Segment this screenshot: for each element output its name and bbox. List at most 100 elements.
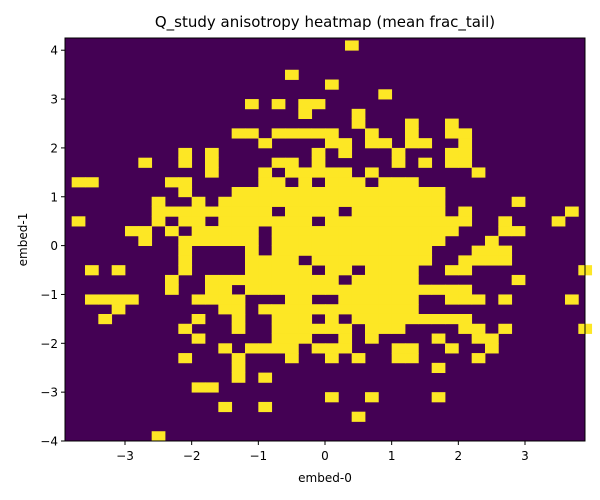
heatmap-cell: [325, 79, 339, 90]
heatmap-cell: [365, 206, 379, 217]
heatmap-cell: [205, 226, 219, 237]
heatmap-cell: [325, 216, 339, 227]
heatmap-cell: [285, 323, 299, 334]
heatmap-cell: [311, 128, 326, 139]
heatmap-cell: [391, 274, 406, 286]
heatmap-cell: [365, 294, 379, 305]
heatmap-cell: [298, 128, 313, 139]
heatmap-cell: [391, 313, 406, 325]
heatmap-cell: [311, 274, 326, 286]
heatmap-cell: [285, 226, 299, 237]
heatmap-cell: [445, 157, 459, 168]
heatmap-cell: [325, 235, 339, 247]
heatmap-cell: [378, 216, 393, 227]
heatmap-cell: [311, 343, 326, 354]
heatmap-cell: [365, 265, 379, 276]
heatmap-cell: [391, 343, 406, 354]
heatmap-cell: [311, 147, 326, 159]
heatmap-cell: [245, 186, 259, 198]
heatmap-cell: [298, 294, 313, 305]
heatmap-cell: [178, 235, 193, 247]
heatmap-cell: [205, 284, 219, 295]
heatmap-cell: [205, 235, 219, 247]
heatmap-cell: [178, 265, 193, 276]
heatmap-cell: [431, 186, 446, 198]
heatmap-cell: [138, 235, 153, 247]
heatmap-cell: [325, 265, 339, 276]
heatmap-cell: [151, 206, 166, 217]
heatmap-cell: [338, 284, 353, 295]
heatmap-cell: [231, 274, 246, 286]
heatmap-cell: [378, 138, 393, 149]
heatmap-cell: [458, 284, 473, 295]
heatmap-cell: [231, 196, 246, 207]
heatmap-cell: [205, 294, 219, 305]
heatmap-cell: [378, 274, 393, 286]
heatmap-cell: [218, 196, 233, 207]
heatmap-cell: [325, 274, 339, 286]
heatmap-cell: [485, 245, 499, 256]
heatmap-cell: [458, 294, 473, 305]
heatmap-cell: [365, 255, 379, 266]
heatmap-cell: [298, 274, 313, 286]
heatmap-cell: [418, 157, 433, 168]
heatmap-cell: [218, 216, 233, 227]
heatmap-cell: [365, 235, 379, 247]
heatmap-cell: [511, 226, 526, 237]
heatmap-cell: [285, 186, 299, 198]
heatmap-cell: [498, 216, 513, 227]
heatmap-cell: [191, 313, 206, 325]
heatmap-cell: [271, 216, 286, 227]
heatmap-cell: [85, 294, 99, 305]
heatmap-cell: [205, 157, 219, 168]
heatmap-cell: [338, 226, 353, 237]
heatmap-cell: [351, 284, 366, 295]
heatmap-cell: [498, 245, 513, 256]
heatmap-cell: [391, 157, 406, 168]
heatmap-cell: [338, 147, 353, 159]
heatmap-cell: [285, 216, 299, 227]
heatmap-cell: [245, 206, 259, 217]
heatmap-cell: [311, 255, 326, 266]
heatmap-cell: [325, 304, 339, 315]
heatmap-cell: [311, 99, 326, 110]
heatmap-cell: [338, 323, 353, 334]
heatmap-cell: [285, 294, 299, 305]
heatmap-cell: [245, 284, 259, 295]
heatmap-cell: [245, 196, 259, 207]
heatmap-cell: [418, 186, 433, 198]
heatmap-cell: [298, 333, 313, 344]
heatmap-cell: [445, 265, 459, 276]
heatmap-cell: [445, 343, 459, 354]
heatmap-cell: [245, 274, 259, 286]
heatmap-cell: [458, 313, 473, 325]
heatmap-cell: [218, 401, 233, 413]
heatmap-cell: [471, 333, 486, 344]
heatmap-cell: [445, 128, 459, 139]
heatmap-cell: [471, 245, 486, 256]
heatmap-cell: [285, 69, 299, 80]
heatmap-cell: [338, 255, 353, 266]
heatmap-cell: [445, 226, 459, 237]
heatmap-cell: [338, 216, 353, 227]
heatmap-cell: [365, 274, 379, 286]
heatmap-cell: [178, 255, 193, 266]
heatmap-cell: [325, 186, 339, 198]
heatmap-cell: [445, 118, 459, 129]
heatmap-cell: [111, 265, 126, 276]
heatmap-cell: [298, 304, 313, 315]
heatmap-cell: [298, 226, 313, 237]
heatmap-cell: [325, 177, 339, 188]
heatmap-cell: [405, 196, 419, 207]
heatmap-cell: [298, 245, 313, 256]
heatmap-cell: [285, 353, 299, 364]
heatmap-cell: [338, 265, 353, 276]
heatmap-cell: [258, 265, 273, 276]
heatmap-cell: [298, 313, 313, 325]
heatmap-cell: [378, 245, 393, 256]
heatmap-cell: [298, 108, 313, 119]
heatmap-cell: [285, 313, 299, 325]
heatmap-cell: [351, 196, 366, 207]
heatmap-cell: [285, 206, 299, 217]
heatmap-cell: [431, 392, 446, 403]
